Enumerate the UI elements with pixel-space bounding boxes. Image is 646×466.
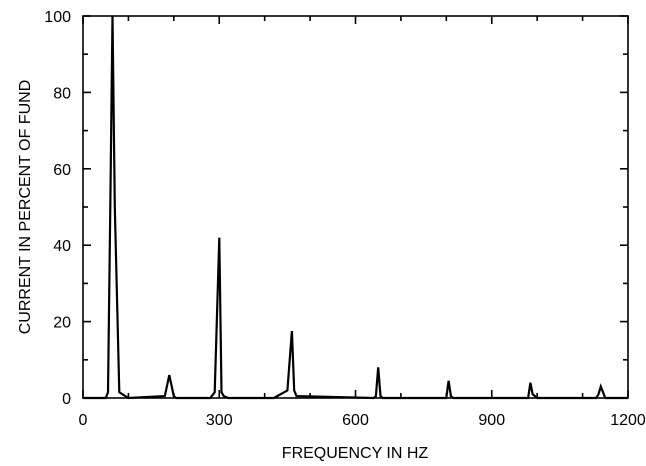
x-tick-label: 0 [79, 412, 88, 429]
y-tick-label: 60 [53, 162, 71, 179]
y-tick-label: 20 [53, 315, 71, 332]
y-axis-title: CURRENT IN PERCENT OF FUND [17, 80, 34, 335]
x-tick-label: 900 [478, 412, 505, 429]
plot-frame [82, 15, 629, 399]
y-tick-label: 0 [62, 391, 71, 408]
series-line [83, 15, 628, 400]
tick-labels: 0 20 40 60 80 100 0 300 600 900 1200 [44, 9, 646, 429]
x-tick-label: 1200 [610, 412, 646, 429]
tick-marks [82, 15, 629, 399]
x-axis-title: FREQUENCY IN HZ [282, 445, 429, 462]
y-tick-label: 100 [44, 9, 71, 26]
x-tick-label: 300 [206, 412, 233, 429]
x-tick-label: 600 [342, 412, 369, 429]
y-tick-label: 80 [53, 85, 71, 102]
y-tick-label: 40 [53, 238, 71, 255]
